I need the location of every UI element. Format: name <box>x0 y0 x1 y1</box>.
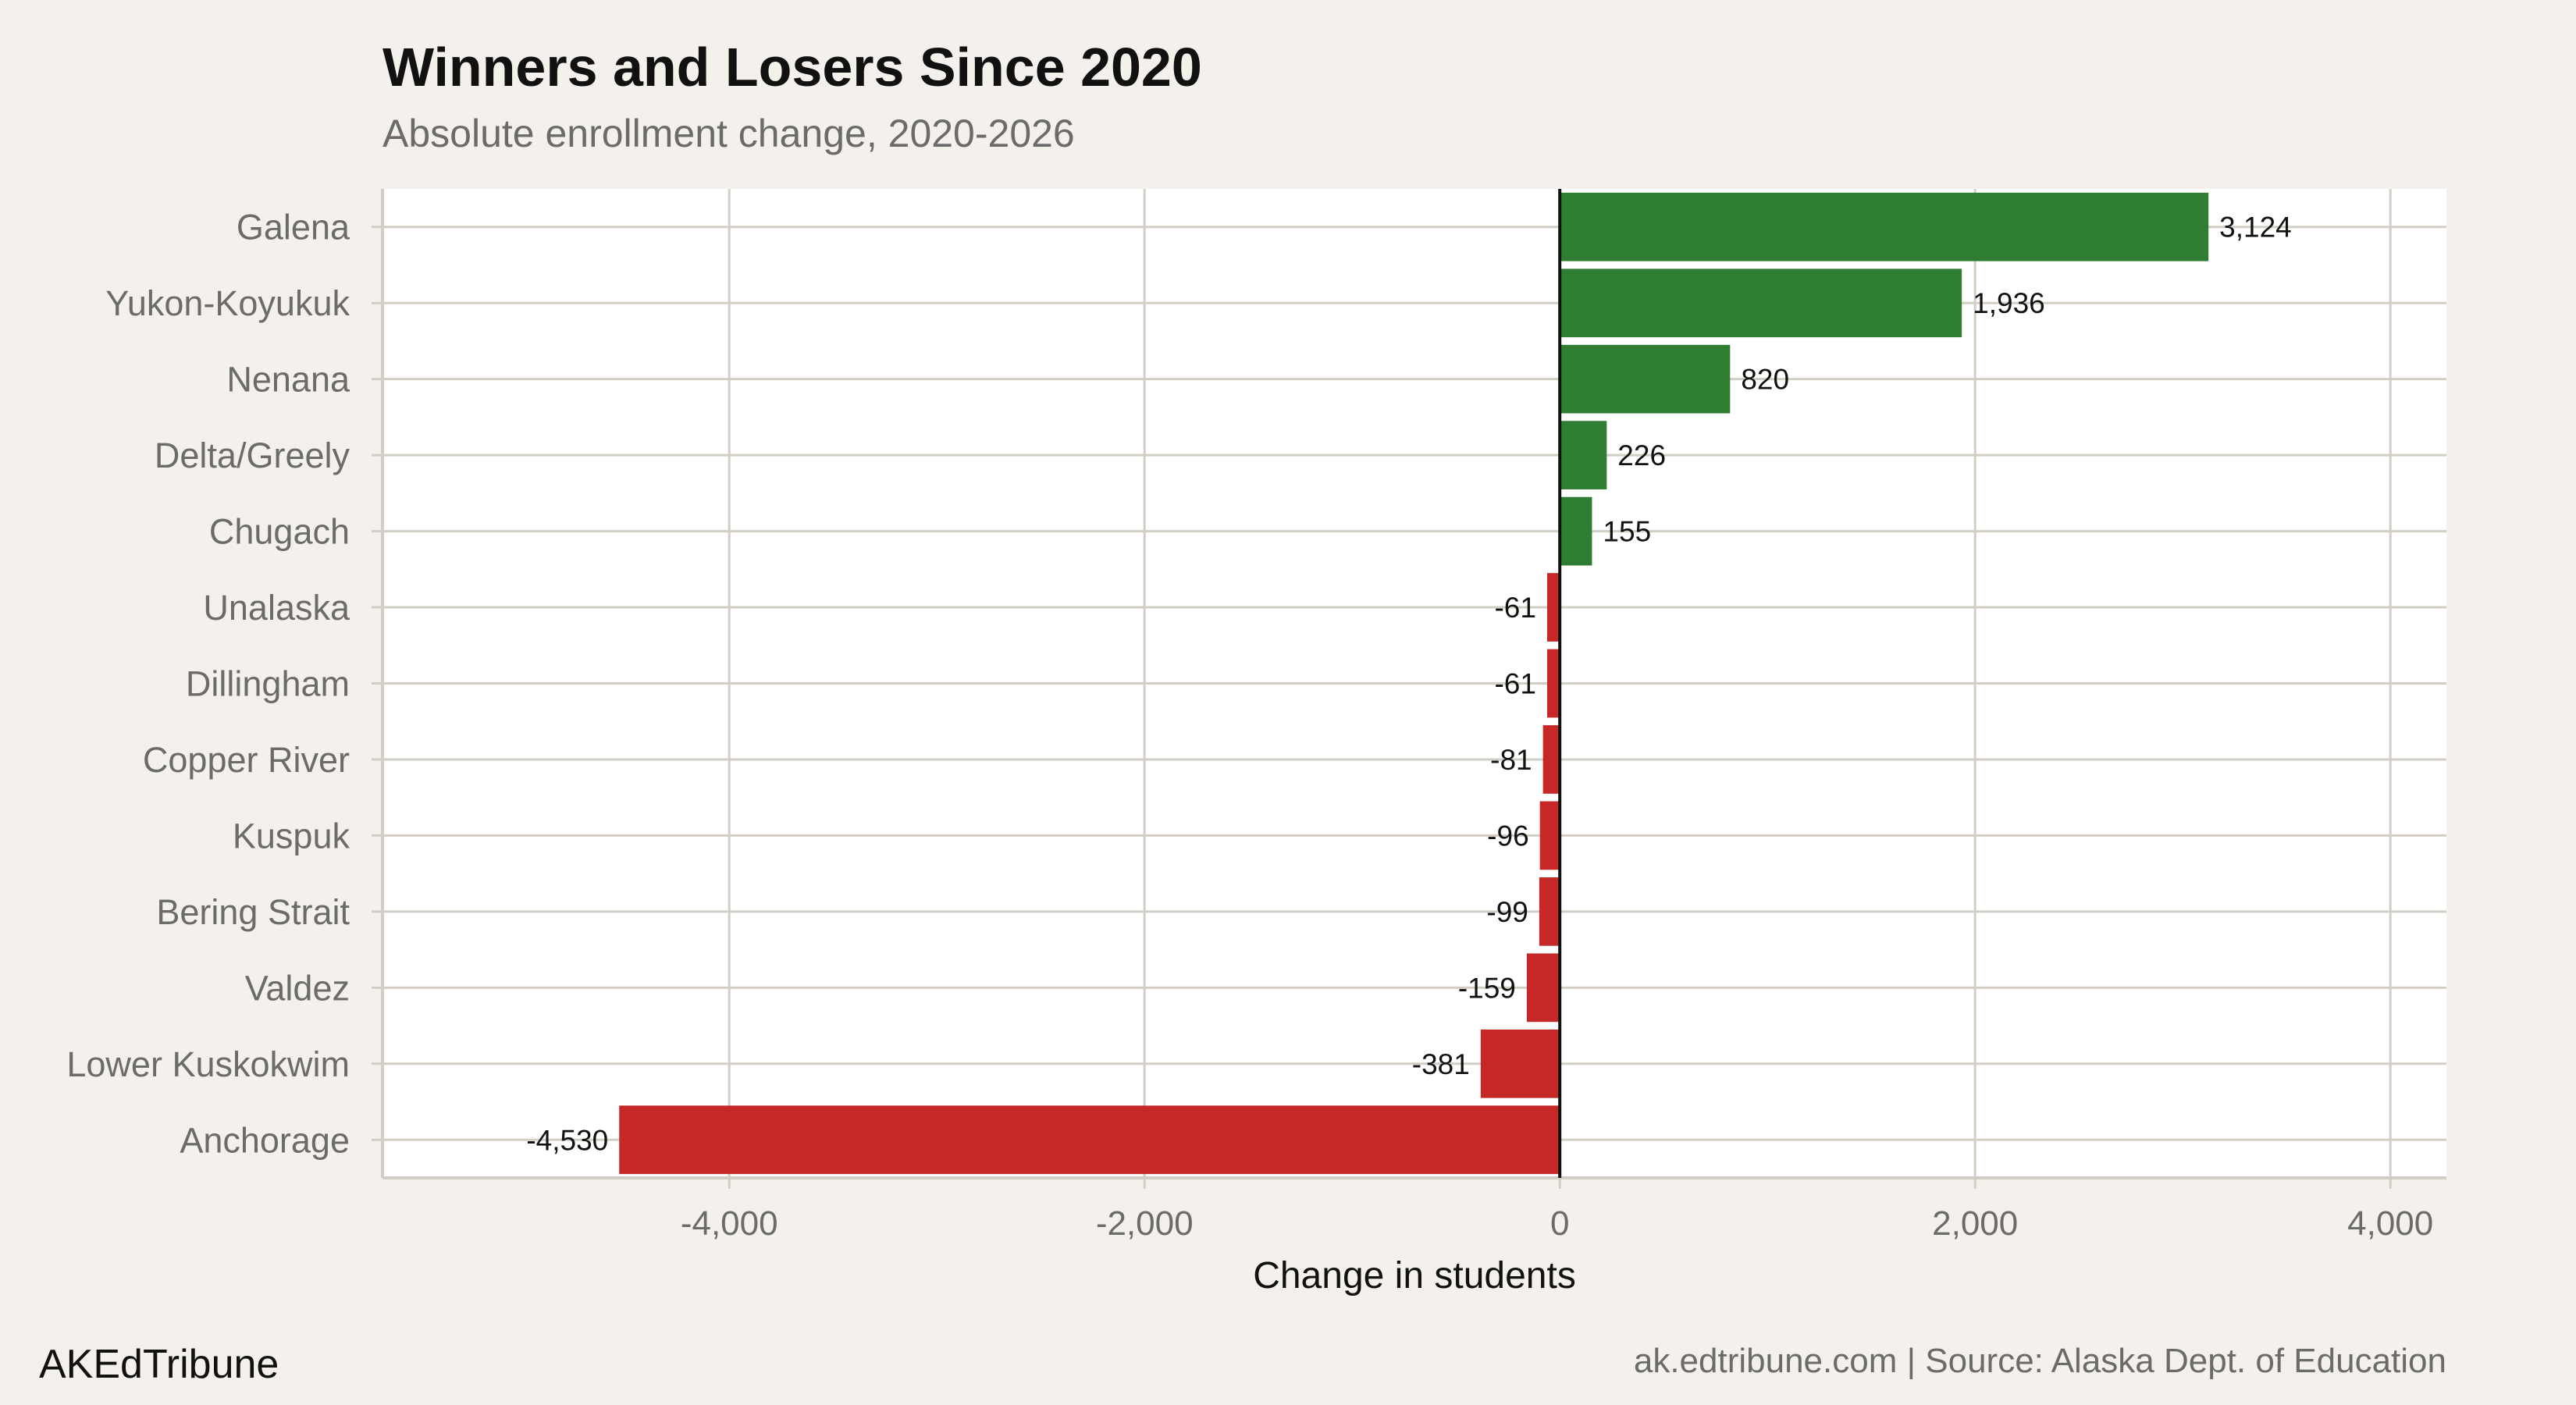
category-label: Nenana <box>226 360 350 400</box>
bar <box>1560 496 1592 566</box>
data-label: -381 <box>1412 1048 1470 1080</box>
category-label: Yukon-Koyukuk <box>105 283 350 323</box>
category-label: Chugach <box>209 512 350 552</box>
bar <box>1526 953 1560 1023</box>
data-label: -61 <box>1494 668 1535 700</box>
bar <box>1539 877 1560 946</box>
bar <box>1542 725 1560 794</box>
x-axis-ticks: -4,000 -2,000 0 2,000 4,000 <box>681 1204 2433 1243</box>
data-label: -61 <box>1494 592 1535 624</box>
brand-logo-text: AKEdTribune <box>39 1342 279 1387</box>
category-label: Valdez <box>245 968 350 1008</box>
bar <box>1560 192 2209 261</box>
bar <box>1480 1029 1560 1098</box>
bar <box>1560 421 1607 489</box>
bar <box>1560 344 1731 414</box>
category-label: Dillingham <box>186 664 350 704</box>
data-label: -99 <box>1486 896 1528 928</box>
category-label: Galena <box>237 208 350 247</box>
category-label: Bering Strait <box>156 892 350 932</box>
bar <box>1539 801 1560 870</box>
category-label: Copper River <box>143 740 350 780</box>
chart-title: Winners and Losers Since 2020 <box>382 37 1202 98</box>
data-label: 1,936 <box>1973 287 2045 319</box>
bars: 3,124 1,936 820 226 155 -61 -61 -81 -96 -99 -159 -3… <box>526 189 2292 1178</box>
x-tick-label: -4,000 <box>681 1204 778 1243</box>
x-tick-label: 0 <box>1550 1204 1569 1243</box>
category-label: Lower Kuskokwim <box>66 1044 350 1084</box>
bar <box>1546 573 1560 642</box>
gridlines <box>372 189 2446 1189</box>
x-tick-label: 2,000 <box>1932 1204 2018 1243</box>
bar <box>1546 649 1560 718</box>
data-label: -96 <box>1487 820 1528 852</box>
category-label: Unalaska <box>203 588 350 628</box>
data-label: -159 <box>1458 972 1516 1004</box>
chart-subtitle: Absolute enrollment change, 2020-2026 <box>382 112 1075 155</box>
category-label: Kuspuk <box>233 816 350 855</box>
category-labels: Galena Yukon-Koyukuk Nenana Delta/Greely Chu… <box>66 208 350 1161</box>
data-label: 3,124 <box>2219 212 2292 244</box>
x-axis-title: Change in students <box>1253 1255 1576 1297</box>
category-label: Delta/Greely <box>155 436 350 475</box>
data-label: 155 <box>1603 516 1651 548</box>
data-label: 226 <box>1617 439 1666 471</box>
x-tick-label: -2,000 <box>1096 1204 1194 1243</box>
bar <box>1560 269 1962 338</box>
source-note: ak.edtribune.com | Source: Alaska Dept. … <box>1634 1342 2446 1380</box>
data-label: -81 <box>1490 744 1532 776</box>
x-tick-label: 4,000 <box>2347 1204 2433 1243</box>
category-label: Anchorage <box>180 1120 350 1160</box>
bar <box>619 1105 1560 1175</box>
data-label: -4,530 <box>526 1124 608 1156</box>
data-label: 820 <box>1741 364 1789 396</box>
